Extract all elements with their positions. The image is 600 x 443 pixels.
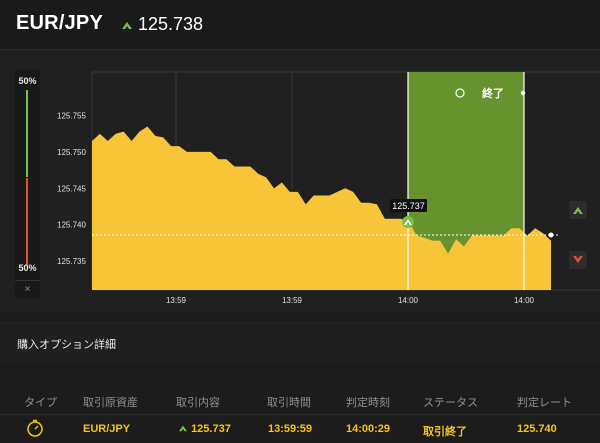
col-header-type: タイプ: [24, 397, 57, 409]
gauge-top-percent: 50%: [18, 76, 37, 86]
sentiment-gauge: 50% 50% ×: [15, 70, 40, 298]
price-area: [92, 126, 551, 290]
col-header-content: 取引内容: [176, 397, 220, 409]
up-arrow-icon: [122, 22, 132, 29]
end-label: 終了: [482, 86, 504, 100]
cell-status: 取引終了: [423, 426, 467, 438]
col-header-judge-time: 判定時刻: [346, 397, 390, 409]
x-tick-label: 13:59: [282, 296, 303, 305]
x-tick-label: 14:00: [514, 296, 535, 305]
header-bar: EUR/JPY 125.738: [0, 0, 600, 50]
col-header-asset: 取引原資産: [83, 397, 138, 409]
x-axis: 13:59 13:59 14:00 14:00: [166, 296, 535, 305]
current-rate: 125.738: [138, 14, 204, 34]
price-area-path: [92, 126, 551, 290]
y-axis: 125.755 125.750 125.745 125.740 125.735: [57, 112, 86, 266]
table-divider: [0, 414, 600, 415]
cell-judge-time: 14:00:29: [346, 423, 391, 435]
stopwatch-icon: [455, 88, 465, 98]
y-tick-label: 125.735: [57, 257, 86, 266]
y-tick-label: 125.755: [57, 112, 86, 121]
cell-judge-rate: 125.740: [517, 423, 557, 435]
entry-label: 125.737: [392, 201, 425, 211]
cell-trade-time: 13:59:59: [268, 423, 313, 435]
col-header-judge-rate: 判定レート: [517, 397, 572, 409]
entry-marker: 125.737: [390, 199, 427, 228]
section-title: 購入オプション詳細: [17, 339, 116, 351]
buy-up-button[interactable]: [569, 201, 587, 219]
up-arrow-icon: [179, 425, 187, 432]
current-rate-dot: [548, 232, 554, 238]
x-tick-label: 13:59: [166, 296, 187, 305]
purchase-table: タイプ 取引原資産 取引内容 取引時間 判定時刻 ステータス 判定レート EUR…: [0, 362, 600, 443]
gauge-close-button[interactable]: ×: [15, 280, 40, 299]
entry-up-arrow-icon: [404, 219, 412, 225]
gauge-bottom-percent: 50%: [18, 263, 37, 273]
gauge-down-bar: [26, 178, 28, 265]
y-tick-label: 125.745: [57, 184, 86, 193]
gauge-up-bar: [26, 90, 28, 177]
entry-label-box: [390, 199, 427, 212]
price-chart: 125.755 125.750 125.745 125.740 125.735 13:5…: [57, 71, 600, 305]
y-tick-label: 125.740: [57, 221, 86, 230]
end-label-dot: [520, 90, 526, 96]
down-arrow-icon: [573, 256, 583, 263]
cell-content-rate: 125.737: [191, 423, 231, 435]
col-header-trade-time: 取引時間: [267, 397, 311, 409]
y-tick-label: 125.750: [57, 148, 86, 157]
x-tick-label: 14:00: [398, 296, 419, 305]
col-header-status: ステータス: [423, 397, 478, 409]
up-arrow-icon: [573, 207, 583, 214]
stopwatch-icon: [27, 419, 43, 437]
purchase-option-section: 購入オプション詳細: [0, 322, 600, 364]
cell-content: 125.737: [178, 423, 231, 435]
buy-down-button[interactable]: [569, 251, 587, 269]
end-label-group: 終了: [455, 86, 526, 100]
cell-asset: EUR/JPY: [83, 423, 131, 435]
currency-pair-title: EUR/JPY: [16, 12, 103, 34]
